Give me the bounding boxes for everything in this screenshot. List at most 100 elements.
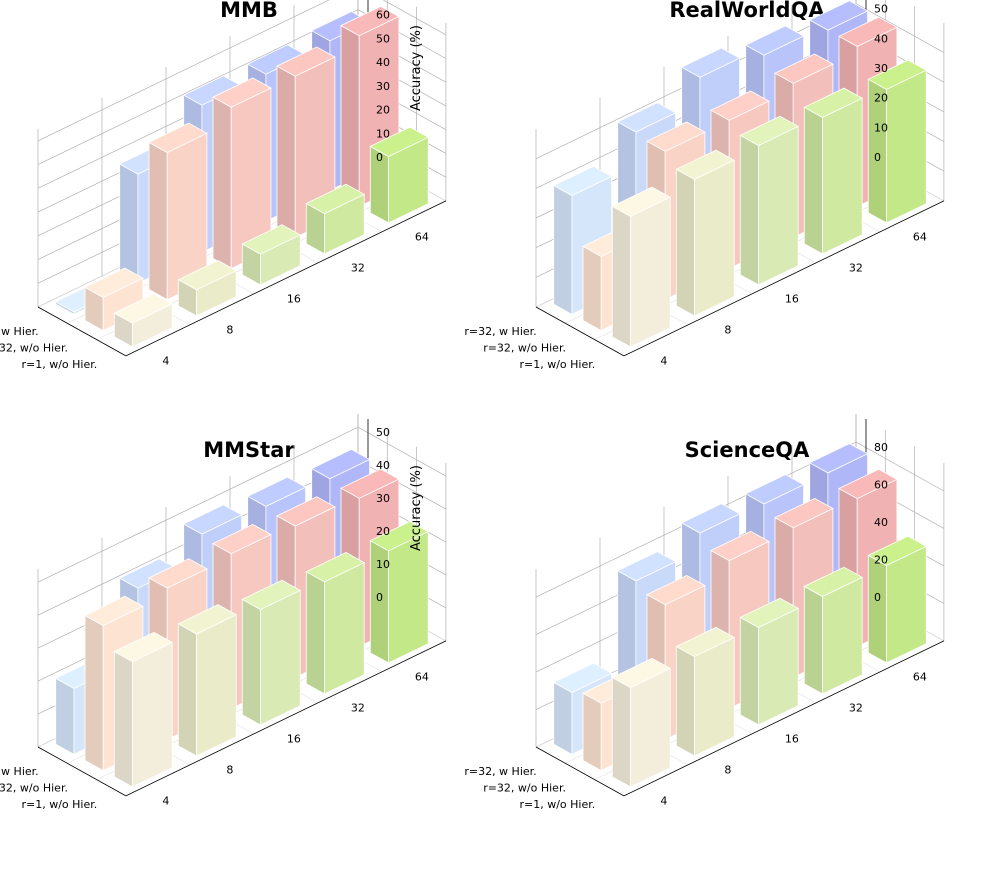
bar-face-top — [838, 16, 898, 47]
y-tick-label: r=32, w/o Hier. — [0, 341, 68, 354]
bar-face-left — [113, 650, 133, 788]
bar-face-top — [241, 579, 302, 610]
y-tick-label: r=1, w/o Hier. — [21, 798, 97, 811]
bar-face-top — [305, 183, 366, 215]
bar-face-top — [616, 102, 677, 133]
bar-face-top — [739, 597, 800, 628]
bar-face-front — [886, 545, 927, 664]
z-tick-label: 60 — [376, 9, 390, 22]
z-tick-label: 10 — [376, 558, 390, 571]
bar-face-front — [822, 97, 863, 255]
x-tick-label: 16 — [287, 732, 301, 745]
bar-face-top — [744, 25, 805, 56]
z-tick-label: 20 — [376, 525, 390, 538]
bar-face-top — [276, 496, 336, 527]
x-tick-label: 4 — [162, 354, 169, 367]
bar-face-front — [886, 69, 927, 224]
bar-r-1-w-o-hier--32 — [803, 87, 864, 255]
bar-face-left — [582, 692, 602, 772]
x-tick-label: 4 — [660, 794, 667, 807]
y-tick-label: r=32, w Hier. — [0, 765, 39, 778]
z-tick-label: 40 — [874, 32, 888, 45]
x-axis-line — [125, 640, 447, 797]
bar-r-1-w-o-hier--4 — [611, 186, 672, 348]
z-tick-label: 10 — [874, 121, 888, 134]
bar-face-top — [646, 121, 706, 152]
bar-face-left — [305, 571, 325, 695]
bar-face-front — [822, 576, 863, 695]
bar-face-left — [867, 554, 887, 664]
z-tick-label: 0 — [874, 151, 881, 164]
z-axis-label: Accuracy (%) — [409, 25, 424, 111]
bar-face-left — [55, 677, 75, 755]
bar-face-top — [803, 566, 864, 597]
bar-face-front — [132, 641, 173, 788]
z-tick-label: 0 — [376, 151, 383, 164]
y-axis-line — [535, 746, 625, 797]
bar-r-1-w-o-hier--8 — [675, 149, 736, 317]
chart-svg: 4 8 16 32 64 r=32, w Hier. r=32, w/o Hier. r=1,… — [464, 0, 945, 371]
z-tick-label: 80 — [874, 441, 888, 454]
bar-face-left — [582, 245, 602, 332]
bar-r-1-w-o-hier--8 — [177, 260, 238, 317]
z-tick-label: 10 — [376, 127, 390, 140]
x-tick-label: 16 — [785, 732, 799, 745]
grid-line-side — [855, 441, 945, 492]
grid-line-side — [357, 426, 447, 477]
bar-r-32-w-o-hier--8 — [148, 122, 208, 301]
bar-r-1-w-o-hier--64 — [867, 59, 928, 224]
y-tick-label: r=32, w/o Hier. — [0, 781, 68, 794]
x-tick-label: 64 — [913, 670, 927, 683]
bar-face-top — [177, 260, 238, 291]
y-tick-label: r=32, w/o Hier. — [483, 341, 566, 354]
bar-r-1-w-o-hier--64 — [867, 535, 928, 664]
z-tick-label: 0 — [874, 591, 881, 604]
bars — [54, 5, 430, 348]
bar-r-1-w-o-hier--8 — [675, 626, 736, 757]
bar-face-left — [177, 623, 197, 757]
bar-face-left — [553, 184, 573, 315]
y-axis-line — [37, 306, 127, 357]
bar-face-top — [611, 657, 672, 689]
grid-line-side — [357, 459, 447, 510]
chart-panel-mmstar: MMStar 4 8 16 32 64 r=32, w Hier. r=32, w/o Hi… — [0, 414, 498, 880]
y-tick-label: r=32, w Hier. — [464, 325, 536, 338]
bar-face-top — [867, 59, 928, 90]
bar-face-front — [630, 196, 671, 348]
bar-face-top — [369, 126, 430, 157]
x-tick-label: 8 — [226, 323, 233, 336]
bar-r-1-w-o-hier--8 — [177, 604, 238, 757]
bar-face-top — [774, 497, 834, 529]
bar-face-top — [212, 77, 272, 108]
y-tick-label: r=32, w Hier. — [464, 765, 536, 778]
tick-labels: 4 8 16 32 64 r=32, w Hier. r=32, w/o Hier. r=1,… — [464, 3, 927, 371]
z-tick-label: 40 — [874, 516, 888, 529]
bar-face-top — [148, 122, 208, 153]
bar-face-left — [675, 168, 695, 317]
z-tick-label: 20 — [376, 104, 390, 117]
grid-line-side — [382, 0, 447, 36]
bar-face-top — [675, 149, 736, 180]
grid-line-horizontal — [37, 0, 330, 142]
chart-title: MMB — [220, 0, 278, 22]
bar-r-1-w-o-hier--4 — [611, 657, 672, 788]
bar-r-32-w-o-hier--32 — [276, 46, 336, 239]
x-tick-label: 64 — [913, 230, 927, 243]
z-tick-label: 20 — [874, 92, 888, 105]
bar-face-front — [758, 125, 799, 286]
x-axis-line — [623, 200, 945, 357]
y-axis-line — [37, 746, 127, 797]
x-tick-label: 64 — [415, 230, 429, 243]
chart-panel-scienceqa: ScienceQA 4 8 16 32 64 r=32, w Hier. r=32, w/o… — [464, 414, 996, 880]
bar-face-top — [552, 662, 613, 693]
bar-face-top — [276, 46, 336, 77]
bars — [54, 448, 430, 788]
chart-svg: 4 8 16 32 64 r=32, w Hier. r=32, w/o Hier. r=1,… — [464, 414, 945, 811]
tick-labels: 4 8 16 32 64 r=32, w Hier. r=32, w/o Hier. r=1,… — [0, 9, 429, 371]
y-tick-label: r=1, w/o Hier. — [519, 798, 595, 811]
tick-labels: 4 8 16 32 64 r=32, w Hier. r=32, w/o Hier. r=1,… — [0, 426, 429, 811]
bar-face-left — [739, 134, 759, 286]
chart-svg: 4 8 16 32 64 r=32, w Hier. r=32, w/o Hier. r=1,… — [0, 0, 447, 371]
bar-r-1-w-o-hier--64 — [369, 521, 430, 664]
bar-r-1-w-o-hier--16 — [739, 597, 800, 726]
